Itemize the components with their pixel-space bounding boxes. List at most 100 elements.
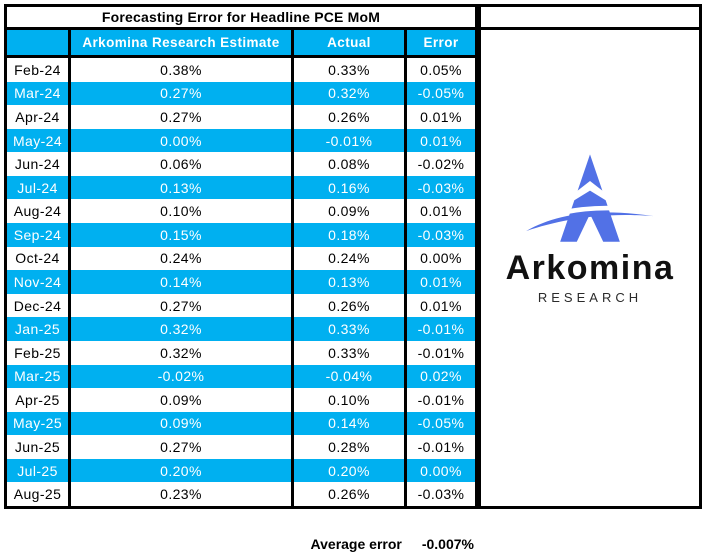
header-error-cell: Error [423,35,459,50]
forecast-table: Forecasting Error for Headline PCE MoM A… [7,7,481,506]
month-cell: Feb-25 [7,340,71,365]
table-row: Jun-24 0.06% 0.08% -0.02% [7,152,475,176]
actual-cell: 0.10% [294,388,407,412]
actual-cell: -0.04% [294,364,407,389]
month-cell: Jan-25 [7,317,71,341]
table-row: Dec-24 0.27% 0.26% 0.01% [7,293,475,318]
actual-cell: -0.01% [294,128,407,153]
table-row: Apr-24 0.27% 0.26% 0.01% [7,105,475,129]
estimate-cell: 0.00% [71,128,294,153]
table-row: Jun-25 0.27% 0.28% -0.01% [7,435,475,459]
actual-cell: 0.33% [294,58,407,82]
estimate-cell: 0.14% [71,270,294,294]
month-cell: Apr-25 [7,388,71,412]
actual-cell: 0.09% [294,199,407,224]
month-cell: Mar-25 [7,364,71,389]
month-cell: Oct-24 [7,246,71,271]
actual-cell: 0.26% [294,482,407,506]
month-cell: Nov-24 [7,270,71,294]
table-row: Jan-25 0.32% 0.33% -0.01% [7,317,475,341]
estimate-cell: 0.20% [71,458,294,483]
arkomina-a-swoosh-icon [526,154,654,242]
table-row: Mar-24 0.27% 0.32% -0.05% [7,81,475,106]
estimate-cell: 0.38% [71,58,294,82]
average-error-value: -0.007% [421,536,474,552]
month-cell: Mar-24 [7,81,71,106]
table-row: Aug-25 0.23% 0.26% -0.03% [7,482,475,506]
actual-cell: 0.24% [294,246,407,271]
forecast-sheet: Forecasting Error for Headline PCE MoM A… [4,4,702,509]
actual-cell: 0.33% [294,317,407,341]
error-cell: -0.03% [417,486,465,503]
error-cell: -0.02% [417,156,465,173]
header-estimate-cell: Arkomina Research Estimate [71,30,294,55]
error-cell: -0.05% [417,415,465,432]
month-cell: Dec-24 [7,293,71,318]
estimate-cell: -0.02% [71,364,294,389]
month-cell: Jun-25 [7,435,71,459]
table-row: Aug-24 0.10% 0.09% 0.01% [7,199,475,224]
error-cell: 0.01% [420,273,462,290]
error-cell: -0.05% [417,85,465,102]
month-cell: Aug-25 [7,482,71,506]
actual-cell: 0.18% [294,223,407,247]
estimate-cell: 0.09% [71,411,294,436]
table-row: May-25 0.09% 0.14% -0.05% [7,411,475,436]
month-cell: Jul-24 [7,175,71,200]
estimate-cell: 0.27% [71,81,294,106]
error-cell: -0.03% [417,226,465,243]
month-cell: May-24 [7,128,71,153]
table-row: Apr-25 0.09% 0.10% -0.01% [7,388,475,412]
error-cell: -0.01% [417,439,465,456]
actual-cell: 0.14% [294,411,407,436]
table-row: May-24 0.00% -0.01% 0.01% [7,128,475,153]
actual-cell: 0.08% [294,152,407,176]
table-row: Sep-24 0.15% 0.18% -0.03% [7,223,475,247]
actual-cell: 0.28% [294,435,407,459]
table-row: Jul-24 0.13% 0.16% -0.03% [7,175,475,200]
table-row: Feb-24 0.38% 0.33% 0.05% [7,58,475,82]
error-cell: 0.01% [420,297,462,314]
month-cell: Aug-24 [7,199,71,224]
month-cell: Sep-24 [7,223,71,247]
estimate-cell: 0.13% [71,175,294,200]
table-row: Oct-24 0.24% 0.24% 0.00% [7,246,475,271]
logo-panel: Arkomina RESEARCH [481,7,699,506]
logo-subtitle: RESEARCH [537,290,643,306]
logo-wordmark: Arkomina [505,249,675,287]
actual-cell: 0.26% [294,105,407,129]
estimate-cell: 0.32% [71,317,294,341]
month-cell: Feb-24 [7,58,71,82]
arkomina-logo: Arkomina RESEARCH [481,30,699,506]
table-row: Jul-25 0.20% 0.20% 0.00% [7,458,475,483]
estimate-cell: 0.06% [71,152,294,176]
estimate-cell: 0.27% [71,105,294,129]
header-month-cell [7,30,71,55]
logo-panel-top-cell [481,7,699,30]
actual-cell: 0.13% [294,270,407,294]
error-cell: -0.01% [417,391,465,408]
error-cell: 0.01% [420,108,462,125]
error-cell: 0.01% [420,132,462,149]
actual-cell: 0.20% [294,458,407,483]
average-error-row: Average error -0.007% [7,536,474,552]
error-cell: -0.03% [417,179,465,196]
error-cell: 0.00% [420,250,462,267]
table-body: Feb-24 0.38% 0.33% 0.05% Mar-24 0.27% 0.… [7,58,475,506]
error-cell: 0.01% [420,203,462,220]
header-actual-cell: Actual [294,30,407,55]
actual-cell: 0.26% [294,293,407,318]
table-row: Feb-25 0.32% 0.33% -0.01% [7,340,475,365]
error-cell: -0.01% [417,321,465,338]
estimate-cell: 0.24% [71,246,294,271]
actual-cell: 0.16% [294,175,407,200]
month-cell: Apr-24 [7,105,71,129]
month-cell: Jul-25 [7,458,71,483]
table-row: Mar-25 -0.02% -0.04% 0.02% [7,364,475,389]
estimate-cell: 0.09% [71,388,294,412]
estimate-cell: 0.27% [71,293,294,318]
average-error-label: Average error [310,536,402,552]
table-header: Arkomina Research Estimate Actual Error [7,30,475,58]
error-cell: 0.00% [420,462,462,479]
estimate-cell: 0.32% [71,340,294,365]
